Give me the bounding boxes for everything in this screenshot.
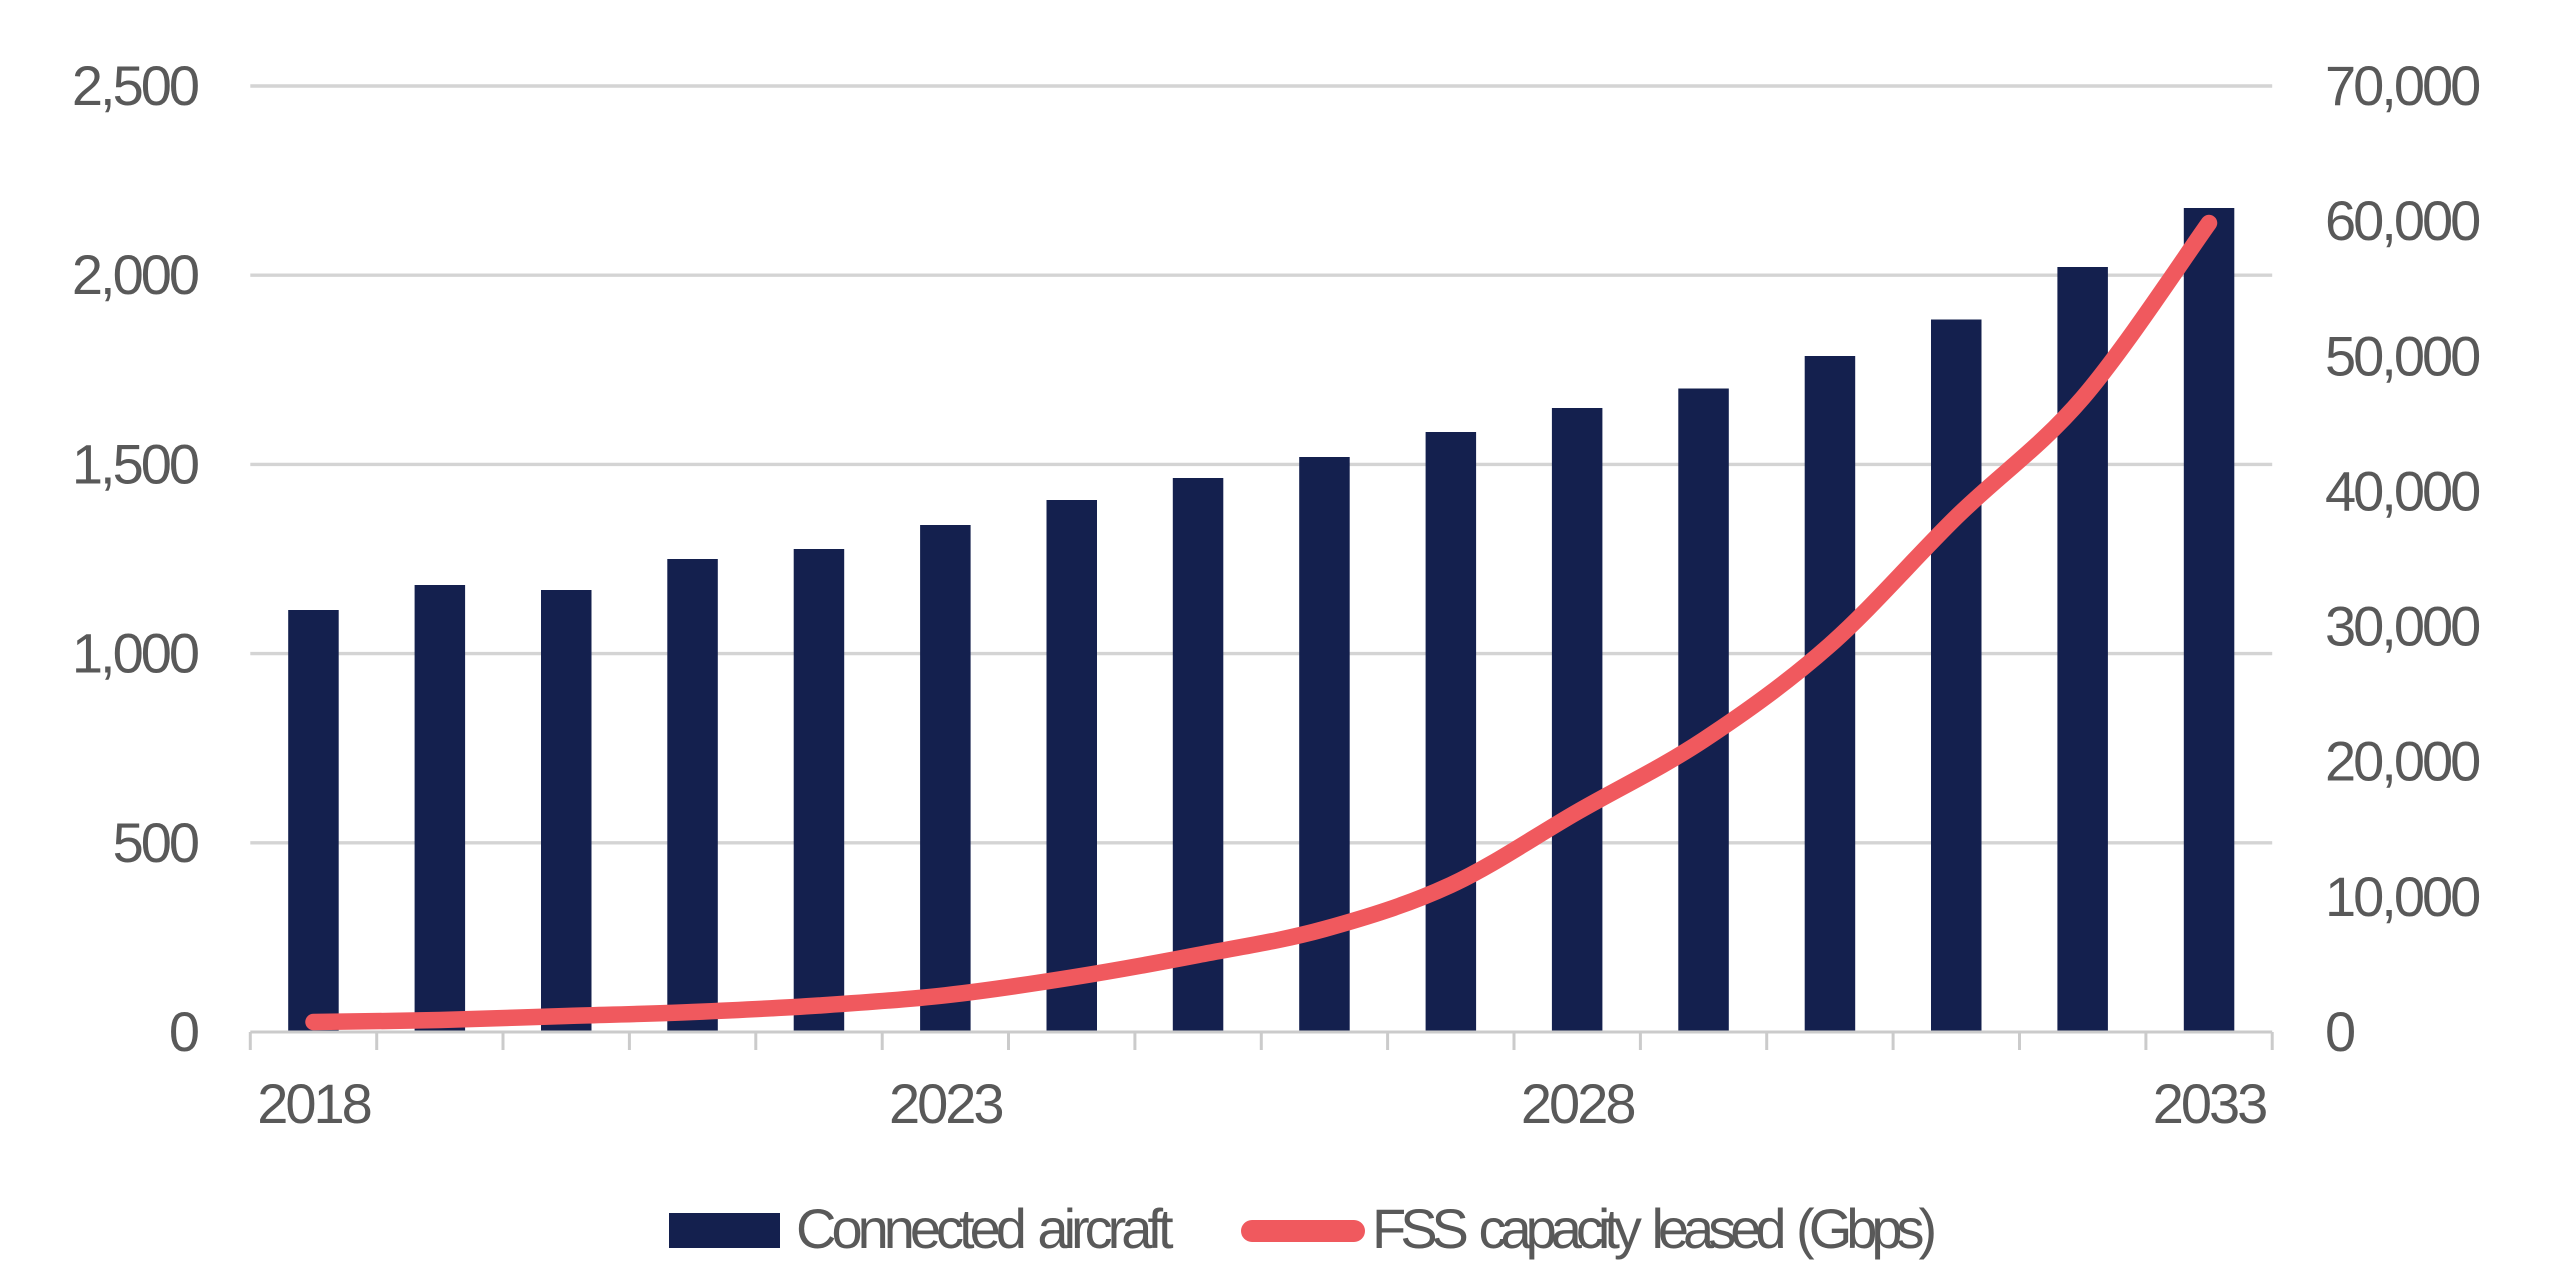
svg-text:Connected aircraft: Connected aircraft bbox=[796, 1197, 1174, 1260]
svg-text:2,500: 2,500 bbox=[72, 54, 198, 117]
svg-text:40,000: 40,000 bbox=[2325, 459, 2479, 522]
svg-text:2028: 2028 bbox=[1521, 1072, 1634, 1135]
svg-text:60,000: 60,000 bbox=[2325, 189, 2479, 252]
svg-text:2033: 2033 bbox=[2153, 1072, 2266, 1135]
svg-text:70,000: 70,000 bbox=[2325, 54, 2479, 117]
svg-text:2,000: 2,000 bbox=[72, 243, 198, 306]
svg-text:50,000: 50,000 bbox=[2325, 324, 2479, 387]
svg-text:10,000: 10,000 bbox=[2325, 865, 2479, 928]
svg-text:20,000: 20,000 bbox=[2325, 730, 2479, 793]
svg-text:1,500: 1,500 bbox=[72, 432, 198, 495]
svg-text:1,000: 1,000 bbox=[72, 622, 198, 685]
svg-text:500: 500 bbox=[113, 811, 198, 874]
svg-text:30,000: 30,000 bbox=[2325, 595, 2479, 658]
svg-text:FSS capacity leased (Gbps): FSS capacity leased (Gbps) bbox=[1372, 1197, 1935, 1260]
svg-text:0: 0 bbox=[2325, 1000, 2354, 1063]
svg-text:0: 0 bbox=[169, 1000, 198, 1063]
svg-text:2023: 2023 bbox=[889, 1072, 1002, 1135]
svg-text:2018: 2018 bbox=[257, 1072, 370, 1135]
